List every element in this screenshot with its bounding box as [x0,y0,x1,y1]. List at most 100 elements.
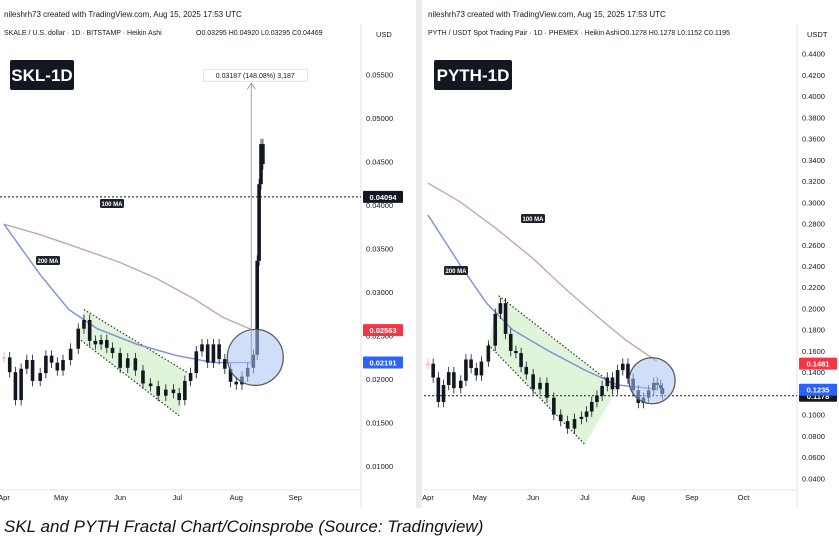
skl-candle-body [164,390,168,396]
skl-price-tag-label: 0.02191 [369,359,396,368]
skl-price-tag-label: 0.02563 [369,326,396,335]
pyth-x-tick-label: Oct [738,493,751,502]
skl-candle-body [19,369,23,400]
skl-candle-body [118,353,122,368]
pyth-ma100-label: 100 MA [522,217,544,223]
pyth-candle-body [442,385,446,402]
skl-x-tick-label: Jul [172,493,182,502]
pyth-candle-body [519,353,523,367]
pyth-y-tick-label: 0.0600 [802,453,825,462]
pyth-candle-body [621,364,625,370]
skl-symbol-title: SKALE / U.S. dollar · 1D · BITSTAMP · He… [4,30,162,37]
pyth-y-tick-label: 0.0800 [802,432,825,441]
skl-candle-body [177,393,181,400]
skl-candle-body [44,356,48,373]
skl-candle-body [212,344,216,362]
skl-candle-body [189,373,193,381]
skl-candle-body [38,373,42,381]
pyth-y-tick-label: 0.1800 [802,326,825,335]
pyth-chart-svg: nileshrh73 created with TradingView.com,… [424,0,839,508]
skl-candle-body [194,351,198,373]
pyth-candle-body [566,421,570,428]
skl-candle-body [25,360,29,369]
figure-caption: SKL and PYTH Fractal Chart/Coinsprobe (S… [4,517,483,537]
skl-candle-body [134,358,138,370]
skl-currency-label: USD [376,30,392,39]
pyth-candle-body [509,334,513,351]
pyth-chart-panel: nileshrh73 created with TradingView.com,… [424,0,839,508]
pyth-y-tick-label: 0.3800 [802,113,825,122]
pyth-candle-body [431,364,435,378]
pyth-candle-body [531,374,535,389]
pyth-candle-body [538,383,542,389]
pyth-credit: nileshrh73 created with TradingView.com,… [428,10,666,19]
skl-candle-body [261,144,265,164]
skl-chart-svg: nileshrh73 created with TradingView.com,… [0,0,414,508]
pyth-currency-label: USDT [807,30,828,39]
pyth-candle-body [469,359,473,367]
skl-candle-body [206,344,210,362]
pyth-candle-body [545,383,549,398]
skl-candle-body [8,357,12,372]
pyth-ma200-label: 200 MA [445,269,467,275]
skl-y-tick-label: 0.05500 [366,70,393,79]
skl-candle-body [56,363,60,371]
skl-ma100-line [4,224,253,330]
skl-highlight-circle [227,329,283,385]
pyth-candle-body [552,398,556,415]
pyth-y-tick-label: 0.4000 [802,92,825,101]
pyth-candle-body [573,419,577,429]
skl-candle-body [156,386,160,396]
pyth-candle-body [514,351,518,353]
pyth-candle-body [426,364,430,365]
pyth-y-tick-label: 0.4400 [802,50,825,59]
pyth-y-tick-label: 0.4200 [802,71,825,80]
skl-y-tick-label: 0.04500 [366,158,393,167]
skl-candle-body [50,356,54,363]
pyth-candle-body [524,367,528,374]
skl-candle-body [61,360,65,370]
skl-y-tick-label: 0.03500 [366,245,393,254]
skl-candle-body [69,349,73,360]
pyth-x-tick-label: Aug [632,493,645,502]
skl-y-tick-label: 0.05000 [366,114,393,123]
skl-candle-body [2,357,6,358]
pyth-candle-body [459,381,463,388]
skl-candle-body [217,344,221,359]
pyth-candle-body [447,372,451,385]
pyth-x-tick-label: Jul [580,493,590,502]
pyth-x-tick-label: Sep [685,493,698,502]
pyth-y-tick-label: 0.2000 [802,304,825,313]
pyth-y-tick-label: 0.3000 [802,198,825,207]
skl-y-tick-label: 0.03000 [366,288,393,297]
skl-candle-body [223,359,227,369]
pyth-candle-body [480,362,484,376]
skl-candle-body [111,348,115,353]
pyth-y-tick-label: 0.2600 [802,241,825,250]
pyth-candle-body [464,359,468,380]
skl-candle-body [105,340,109,348]
skl-candle-body [200,344,204,351]
pyth-symbol-title: PYTH / USDT Spot Trading Pair · 1D · PHE… [428,30,620,37]
pyth-price-tag-label: 0.1235 [807,386,830,395]
skl-credit: nileshrh73 created with TradingView.com,… [4,10,242,19]
skl-x-tick-label: May [54,493,68,502]
skl-candle-body [234,382,238,385]
pyth-candle-body [504,303,508,334]
pyth-y-tick-label: 0.3200 [802,177,825,186]
skl-chart-panel: nileshrh73 created with TradingView.com,… [0,0,414,508]
skl-ma100-label: 100 MA [101,202,123,208]
pyth-y-tick-label: 0.2400 [802,262,825,271]
pyth-ohlc-header: O0.1278 H0.1278 L0.1152 C0.1195 [620,30,730,37]
pyth-candle-body [452,372,456,388]
panel-divider [416,0,422,508]
pyth-candle-body [493,314,497,346]
pyth-candle-body [600,386,604,396]
pyth-candle-body [616,370,620,389]
pyth-y-tick-label: 0.2200 [802,283,825,292]
pyth-candle-body [559,415,563,421]
pyth-x-tick-label: Jun [527,493,539,502]
skl-candle-body [88,320,92,341]
pyth-candle-body [474,368,478,375]
skl-ohlc-header: O0.03295 H0.04920 L0.03295 C0.04469 [196,30,323,37]
